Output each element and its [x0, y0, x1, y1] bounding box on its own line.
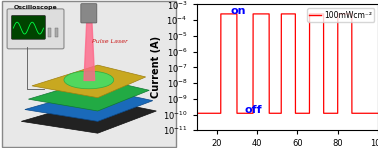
- Text: off: off: [245, 105, 263, 115]
- FancyBboxPatch shape: [81, 4, 97, 23]
- Text: Pulse Laser: Pulse Laser: [92, 39, 128, 44]
- Text: Oscilloscope: Oscilloscope: [14, 5, 57, 10]
- Polygon shape: [21, 99, 156, 133]
- Ellipse shape: [64, 71, 114, 89]
- Legend: 100mWcm⁻²: 100mWcm⁻²: [307, 8, 374, 22]
- Y-axis label: Current (A): Current (A): [152, 36, 161, 98]
- FancyBboxPatch shape: [12, 16, 45, 39]
- Bar: [48, 28, 51, 37]
- FancyBboxPatch shape: [7, 9, 64, 49]
- Bar: [55, 28, 58, 37]
- FancyBboxPatch shape: [2, 1, 176, 147]
- Polygon shape: [28, 78, 149, 111]
- Polygon shape: [32, 65, 146, 98]
- Polygon shape: [25, 89, 153, 121]
- Text: on: on: [231, 6, 246, 16]
